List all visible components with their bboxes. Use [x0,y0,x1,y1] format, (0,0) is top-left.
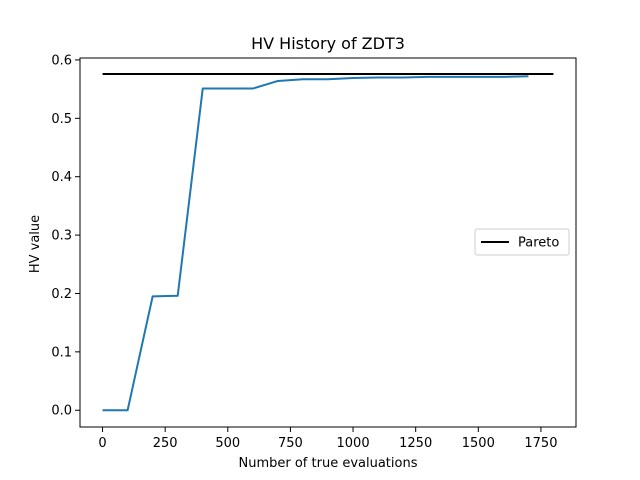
plot-area [102,72,554,412]
x-tick-label: 1750 [524,436,557,451]
legend-box [474,228,570,256]
x-tick-label: 500 [215,436,240,451]
y-tick-label: 0.2 [51,287,72,302]
y-tick-label: 0.3 [51,229,72,244]
legend: Pareto [474,228,570,256]
y-axis-ticks: 0.0 0.1 0.2 0.3 0.4 0.5 0.6 [51,53,80,419]
y-tick-label: 0.1 [51,345,72,360]
x-axis-label: Number of true evaluations [239,456,418,471]
axes-frame [79,57,577,428]
x-tick-label: 1000 [337,436,370,451]
x-tick-label: 750 [278,436,303,451]
chart-title: HV History of ZDT3 [251,34,405,53]
series-hv-history-line [102,75,529,412]
x-tick-label: 1250 [399,436,432,451]
y-tick-label: 0.5 [51,112,72,127]
y-axis-label: HV value [28,215,43,273]
legend-pareto-label: Pareto [518,236,559,251]
x-tick-label: 250 [153,436,178,451]
x-tick-label: 1500 [462,436,495,451]
y-tick-label: 0.4 [51,170,72,185]
y-tick-label: 0.0 [51,404,72,419]
x-axis-ticks: 0 250 500 750 1000 1250 1500 1750 [98,427,557,451]
x-tick-label: 0 [98,436,106,451]
y-tick-label: 0.6 [51,53,72,68]
